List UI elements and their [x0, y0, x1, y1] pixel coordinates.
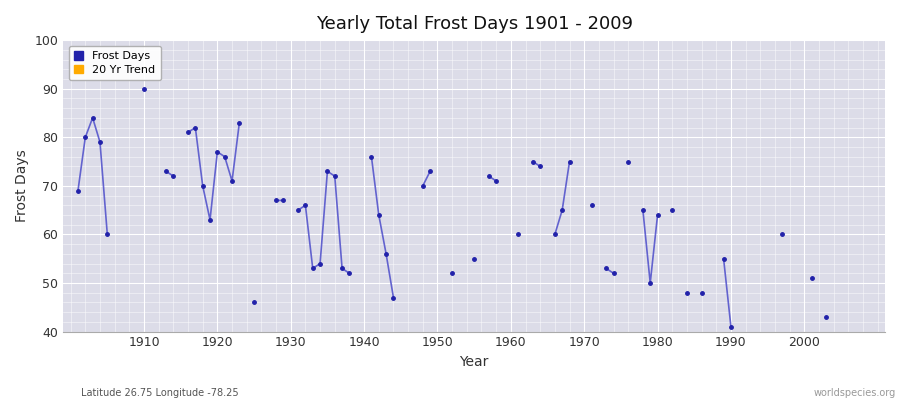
Title: Yearly Total Frost Days 1901 - 2009: Yearly Total Frost Days 1901 - 2009 [316, 15, 633, 33]
Text: worldspecies.org: worldspecies.org [814, 388, 896, 398]
Text: Latitude 26.75 Longitude -78.25: Latitude 26.75 Longitude -78.25 [81, 388, 239, 398]
X-axis label: Year: Year [460, 355, 489, 369]
Legend: Frost Days, 20 Yr Trend: Frost Days, 20 Yr Trend [68, 46, 161, 80]
Y-axis label: Frost Days: Frost Days [15, 150, 29, 222]
